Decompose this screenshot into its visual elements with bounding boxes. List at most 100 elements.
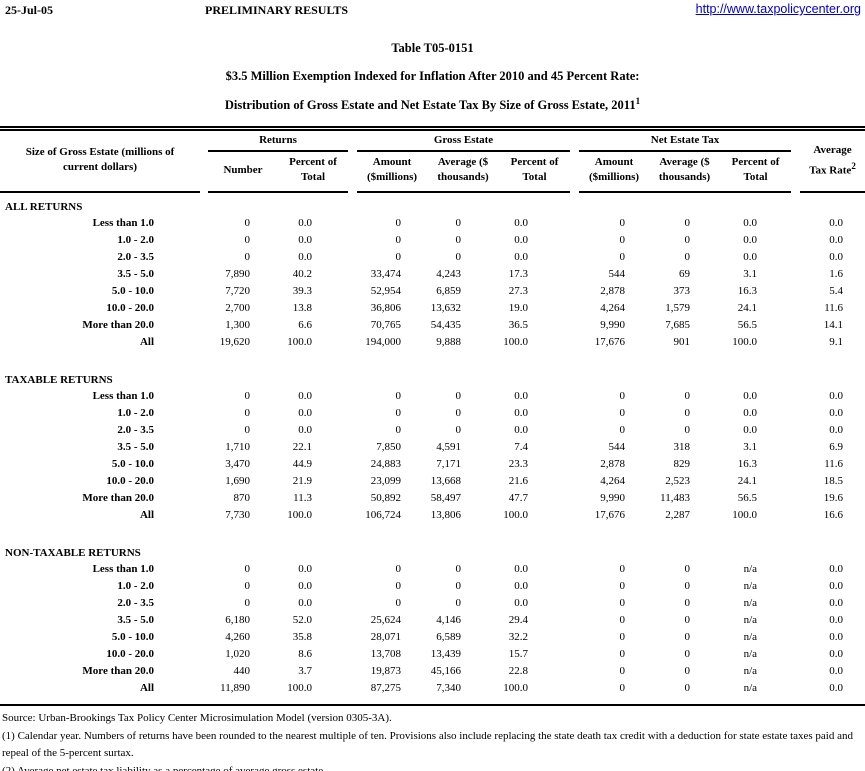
column-spacer xyxy=(200,490,208,507)
table-subtitle-line1: $3.5 Million Exemption Indexed for Infla… xyxy=(225,69,640,83)
data-cell: 3.7 xyxy=(298,665,313,678)
data-cell: 1,710 xyxy=(225,441,250,454)
column-spacer xyxy=(200,629,208,646)
column-spacer xyxy=(348,131,357,193)
footnote-1: (1) Calendar year. Numbers of returns ha… xyxy=(2,729,853,760)
section-header-row: NON-TAXABLE RETURNS xyxy=(0,545,865,561)
data-cell: 1,579 xyxy=(665,302,691,315)
column-spacer xyxy=(200,422,208,439)
table-row: 10.0 - 20.0 1,690 21.9 23,099 13,668 21.… xyxy=(0,473,865,490)
section-name: TAXABLE RETURNS xyxy=(5,374,113,387)
data-cell: 23,099 xyxy=(370,475,402,488)
data-cell: 0 xyxy=(619,234,626,247)
column-spacer xyxy=(348,422,357,439)
data-cell: 0.0 xyxy=(743,390,758,403)
data-cell: 0 xyxy=(619,390,626,403)
column-spacer xyxy=(200,405,208,422)
row-label: Less than 1.0 xyxy=(92,217,154,230)
data-cell: 13,806 xyxy=(430,509,462,522)
data-cell: 56.5 xyxy=(737,319,758,332)
column-spacer xyxy=(200,473,208,490)
column-spacer xyxy=(791,215,800,232)
data-cell: 100.0 xyxy=(287,336,313,349)
data-cell: 0 xyxy=(455,390,462,403)
data-cell: 0 xyxy=(684,580,691,593)
column-spacer xyxy=(570,595,579,612)
header-group-row: Size of Gross Estate (millions of curren… xyxy=(0,131,865,194)
data-cell: 6.6 xyxy=(298,319,313,332)
row-label-column-header: Size of Gross Estate (millions of curren… xyxy=(0,131,200,194)
data-cell: 0 xyxy=(619,407,626,420)
taxpolicycenter-link[interactable]: http://www.taxpolicycenter.org xyxy=(695,2,861,16)
section-header-row: TAXABLE RETURNS xyxy=(0,372,865,388)
data-cell: 19.0 xyxy=(508,302,529,315)
footnote-1-marker: 1 xyxy=(635,96,641,106)
data-cell: 9,888 xyxy=(436,336,462,349)
data-cell: 24.1 xyxy=(737,302,758,315)
column-spacer xyxy=(348,215,357,232)
column-spacer xyxy=(570,456,579,473)
table-row: 10.0 - 20.0 2,700 13.8 36,806 13,632 19.… xyxy=(0,300,865,317)
column-spacer xyxy=(348,646,357,663)
data-cell: 0 xyxy=(684,390,691,403)
source-note: Source: Urban-Brookings Tax Policy Cente… xyxy=(2,712,392,725)
data-cell: 47.7 xyxy=(508,492,529,505)
data-cell: 0.0 xyxy=(743,234,758,247)
table-row: 2.0 - 3.5 0 0.0 0 0 0.0 0 0 0.0 0.0 xyxy=(0,249,865,266)
data-cell: 100.0 xyxy=(503,682,529,695)
table-header: Size of Gross Estate (millions of curren… xyxy=(0,131,865,194)
data-cell: n/a xyxy=(743,631,758,644)
data-cell: 11.6 xyxy=(824,458,844,471)
data-cell: 17.3 xyxy=(508,268,529,281)
column-spacer xyxy=(348,405,357,422)
data-cell: 2,287 xyxy=(665,509,691,522)
column-spacer xyxy=(200,507,208,524)
column-spacer xyxy=(348,300,357,317)
data-cell: 100.0 xyxy=(732,509,758,522)
data-cell: 0.0 xyxy=(829,424,844,437)
data-cell: 100.0 xyxy=(287,509,313,522)
column-spacer xyxy=(791,612,800,629)
data-cell: 52.0 xyxy=(292,614,313,627)
data-cell: 35.8 xyxy=(292,631,313,644)
data-cell: 7,340 xyxy=(436,682,462,695)
data-cell: 0 xyxy=(684,631,691,644)
data-cell: 7,730 xyxy=(225,509,250,522)
column-spacer xyxy=(348,561,357,578)
column-spacer xyxy=(200,215,208,232)
table-row: 10.0 - 20.0 1,020 8.6 13,708 13,439 15.7… xyxy=(0,646,865,663)
table-row: 1.0 - 2.0 0 0.0 0 0 0.0 0 0 0.0 0.0 xyxy=(0,232,865,249)
data-cell: 0 xyxy=(619,648,626,661)
data-cell: 0.0 xyxy=(829,648,844,661)
column-spacer xyxy=(348,663,357,680)
data-cell: 0 xyxy=(455,407,462,420)
column-header-net-amount: Amount ($millions) xyxy=(579,152,650,194)
data-cell: 22.8 xyxy=(508,665,529,678)
row-label: Less than 1.0 xyxy=(92,390,154,403)
data-cell: 0.0 xyxy=(514,234,529,247)
column-spacer xyxy=(570,300,579,317)
column-spacer xyxy=(791,629,800,646)
data-cell: 14.1 xyxy=(823,319,844,332)
data-cell: 0.0 xyxy=(298,251,313,264)
column-spacer xyxy=(570,578,579,595)
row-label: 2.0 - 3.5 xyxy=(117,424,154,437)
data-cell: 45,166 xyxy=(430,665,462,678)
table-row: Less than 1.0 0 0.0 0 0 0.0 0 0 0.0 0.0 xyxy=(0,388,865,405)
table-row: More than 20.0 870 11.3 50,892 58,497 47… xyxy=(0,490,865,507)
data-cell: 0 xyxy=(684,563,691,576)
column-spacer xyxy=(200,680,208,697)
data-cell: 0 xyxy=(455,424,462,437)
row-label: 5.0 - 10.0 xyxy=(111,631,154,644)
data-cell: n/a xyxy=(743,580,758,593)
data-cell: 4,243 xyxy=(436,268,462,281)
data-cell: 15.7 xyxy=(508,648,529,661)
column-spacer xyxy=(200,595,208,612)
data-cell: 36.5 xyxy=(508,319,529,332)
data-cell: 0.0 xyxy=(829,563,844,576)
data-cell: 50,892 xyxy=(370,492,402,505)
data-cell: 13,632 xyxy=(430,302,462,315)
data-cell: 21.6 xyxy=(508,475,529,488)
date-label: 25-Jul-05 xyxy=(5,3,53,17)
